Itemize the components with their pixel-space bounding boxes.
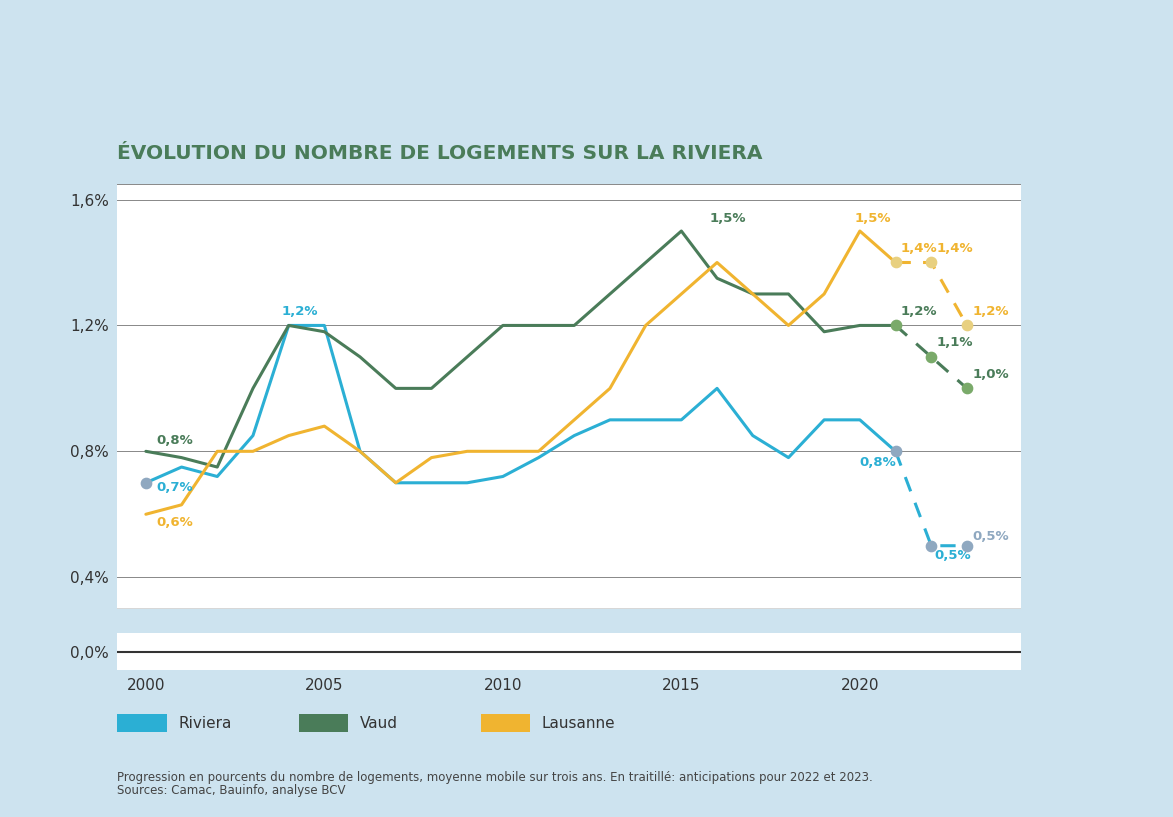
Text: 0,5%: 0,5% xyxy=(972,529,1009,542)
Text: 0,5%: 0,5% xyxy=(935,549,971,562)
Text: 1,0%: 1,0% xyxy=(972,368,1009,381)
Text: 1,2%: 1,2% xyxy=(972,305,1009,318)
Point xyxy=(886,444,904,458)
Text: 1,2%: 1,2% xyxy=(282,305,318,318)
Text: Sources: Camac, Bauinfo, analyse BCV: Sources: Camac, Bauinfo, analyse BCV xyxy=(117,784,346,797)
Text: ÉVOLUTION DU NOMBRE DE LOGEMENTS SUR LA RIVIERA: ÉVOLUTION DU NOMBRE DE LOGEMENTS SUR LA … xyxy=(117,145,762,163)
Point xyxy=(922,350,941,364)
Point xyxy=(136,476,155,489)
Point xyxy=(886,256,904,269)
Point xyxy=(886,319,904,332)
Text: Riviera: Riviera xyxy=(178,716,232,730)
Point xyxy=(922,256,941,269)
Text: 0,8%: 0,8% xyxy=(156,434,194,447)
Text: Vaud: Vaud xyxy=(360,716,398,730)
Point xyxy=(957,539,976,552)
Text: 1,5%: 1,5% xyxy=(710,212,746,225)
Text: 1,1%: 1,1% xyxy=(936,336,974,349)
Text: 1,5%: 1,5% xyxy=(854,212,891,225)
Text: Lausanne: Lausanne xyxy=(542,716,616,730)
Point xyxy=(922,539,941,552)
Text: 1,2%: 1,2% xyxy=(901,305,937,318)
Point xyxy=(957,319,976,332)
Text: 1,4%: 1,4% xyxy=(936,242,974,255)
Text: 0,7%: 0,7% xyxy=(156,481,194,494)
Text: 1,4%: 1,4% xyxy=(901,242,937,255)
Text: Progression en pourcents du nombre de logements, moyenne mobile sur trois ans. E: Progression en pourcents du nombre de lo… xyxy=(117,771,873,784)
Text: 0,8%: 0,8% xyxy=(860,456,896,469)
Point xyxy=(957,382,976,395)
Text: 0,6%: 0,6% xyxy=(156,516,194,529)
